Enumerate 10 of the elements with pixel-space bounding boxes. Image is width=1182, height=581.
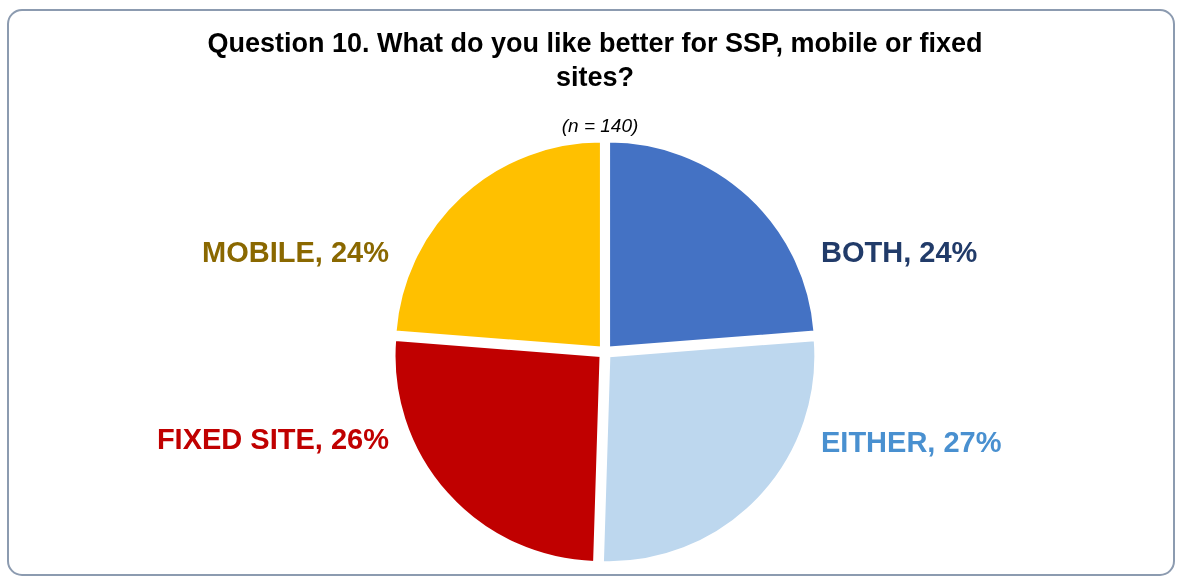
data-label: , 24% <box>903 235 978 268</box>
chart-subtitle: (n = 140) <box>561 115 639 136</box>
slice-label: MOBILE <box>202 235 315 268</box>
data-label: , 27% <box>927 426 1002 459</box>
slice-label: FIXED SITE <box>156 423 315 456</box>
slice-label: BOTH <box>821 235 904 268</box>
data-label: , 24% <box>314 235 390 268</box>
chart-title: Question 10. What do you like better for SSP, mobile or fixed sites? <box>207 28 983 92</box>
data-label: , 26% <box>314 423 390 456</box>
slice-label: EITHER <box>821 426 928 459</box>
